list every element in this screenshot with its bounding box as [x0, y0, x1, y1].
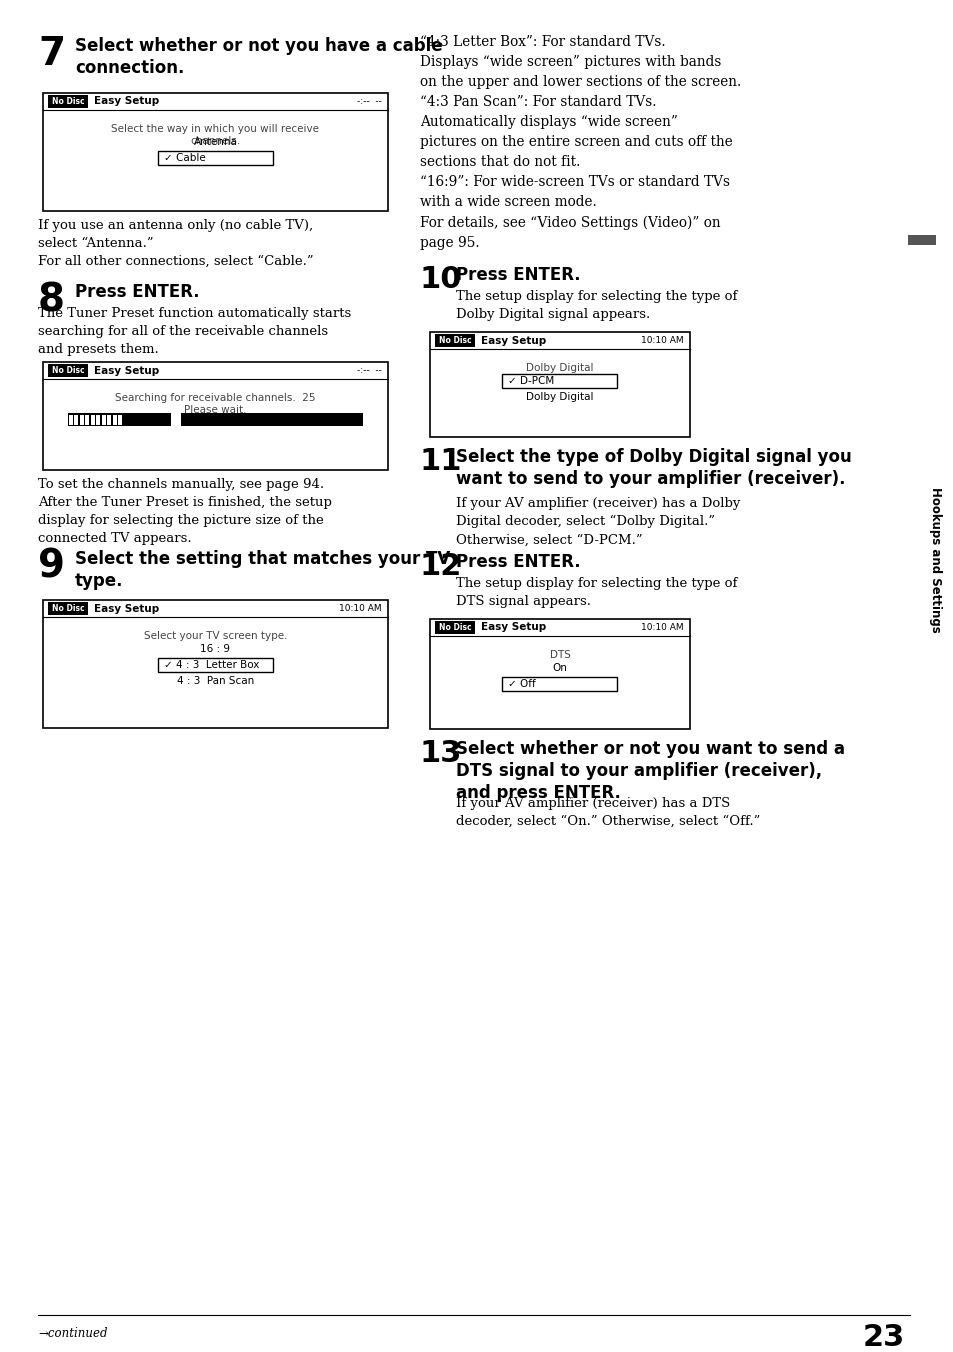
Bar — [435, 621, 475, 634]
Bar — [430, 333, 689, 437]
Text: Dolby Digital: Dolby Digital — [526, 362, 593, 373]
Bar — [112, 415, 117, 425]
Bar — [907, 235, 935, 245]
Bar — [102, 415, 106, 425]
Text: ✓ Cable: ✓ Cable — [164, 153, 206, 164]
Text: 7: 7 — [38, 35, 65, 73]
Bar — [91, 415, 95, 425]
Bar — [502, 375, 617, 388]
Text: If you use an antenna only (no cable TV),
select “Antenna.”
For all other connec: If you use an antenna only (no cable TV)… — [38, 219, 314, 268]
Bar — [48, 95, 88, 108]
Text: The setup display for selecting the type of
Dolby Digital signal appears.: The setup display for selecting the type… — [456, 289, 737, 320]
Text: 10: 10 — [419, 265, 462, 293]
Text: 23: 23 — [862, 1324, 904, 1352]
Text: If your AV amplifier (receiver) has a DTS
decoder, select “On.” Otherwise, selec: If your AV amplifier (receiver) has a DT… — [456, 796, 760, 827]
Text: 11: 11 — [419, 448, 462, 476]
Bar — [158, 151, 273, 165]
Bar — [74, 415, 78, 425]
Text: “4:3 Letter Box”: For standard TVs.
Displays “wide screen” pictures with bands
o: “4:3 Letter Box”: For standard TVs. Disp… — [419, 35, 740, 250]
Bar — [48, 602, 88, 615]
Bar — [435, 334, 475, 347]
Bar — [96, 415, 100, 425]
Text: Easy Setup: Easy Setup — [480, 622, 546, 633]
Bar — [80, 415, 84, 425]
Text: ✓ 4 : 3  Letter Box: ✓ 4 : 3 Letter Box — [164, 660, 259, 671]
Text: Select the setting that matches your TV
type.: Select the setting that matches your TV … — [75, 550, 450, 591]
Text: Press ENTER.: Press ENTER. — [75, 283, 199, 301]
Text: No Disc: No Disc — [438, 623, 471, 631]
Text: Press ENTER.: Press ENTER. — [456, 266, 580, 284]
Text: Select the way in which you will receive
channels.: Select the way in which you will receive… — [112, 124, 319, 146]
Bar — [43, 600, 388, 727]
Bar — [430, 619, 689, 729]
Text: -:--  --: -:-- -- — [356, 366, 381, 375]
Bar — [86, 415, 90, 425]
Bar — [48, 364, 88, 377]
Bar — [43, 362, 388, 470]
Text: Hookups and Settings: Hookups and Settings — [928, 487, 942, 633]
Text: Select your TV screen type.: Select your TV screen type. — [144, 631, 287, 641]
Text: 4 : 3  Pan Scan: 4 : 3 Pan Scan — [176, 676, 253, 685]
Text: Dolby Digital: Dolby Digital — [526, 392, 593, 402]
Bar — [69, 415, 73, 425]
Text: 12: 12 — [419, 552, 462, 581]
Text: No Disc: No Disc — [51, 604, 84, 612]
Text: To set the channels manually, see page 94.
After the Tuner Preset is finished, t: To set the channels manually, see page 9… — [38, 479, 332, 545]
Text: Easy Setup: Easy Setup — [480, 335, 546, 346]
Bar — [43, 93, 388, 211]
Text: 10:10 AM: 10:10 AM — [339, 604, 381, 612]
Bar — [172, 412, 181, 426]
Text: On: On — [552, 662, 567, 673]
Text: 10:10 AM: 10:10 AM — [640, 623, 683, 631]
Text: Easy Setup: Easy Setup — [94, 365, 159, 376]
Text: If your AV amplifier (receiver) has a Dolby
Digital decoder, select “Dolby Digit: If your AV amplifier (receiver) has a Do… — [456, 498, 740, 546]
Text: -:--  --: -:-- -- — [356, 97, 381, 105]
Bar — [108, 415, 112, 425]
Text: Searching for receivable channels.  25
Please wait.: Searching for receivable channels. 25 Pl… — [115, 393, 315, 415]
Text: No Disc: No Disc — [51, 97, 84, 105]
Text: No Disc: No Disc — [51, 366, 84, 375]
Text: 9: 9 — [38, 548, 65, 585]
Text: Press ENTER.: Press ENTER. — [456, 553, 580, 571]
Text: 16 : 9: 16 : 9 — [200, 644, 231, 654]
Text: The setup display for selecting the type of
DTS signal appears.: The setup display for selecting the type… — [456, 577, 737, 608]
Text: ✓ Off: ✓ Off — [508, 679, 536, 690]
Text: DTS: DTS — [549, 650, 570, 660]
Text: Easy Setup: Easy Setup — [94, 96, 159, 107]
Text: 13: 13 — [419, 740, 462, 768]
Text: ✓ D-PCM: ✓ D-PCM — [508, 376, 554, 387]
Text: 8: 8 — [38, 281, 65, 319]
Bar — [158, 658, 273, 672]
Bar — [502, 677, 617, 691]
Text: Easy Setup: Easy Setup — [94, 603, 159, 614]
Text: Antenna: Antenna — [193, 137, 237, 147]
Text: Select the type of Dolby Digital signal you
want to send to your amplifier (rece: Select the type of Dolby Digital signal … — [456, 448, 851, 488]
Text: Select whether or not you have a cable
connection.: Select whether or not you have a cable c… — [75, 37, 442, 77]
Text: 10:10 AM: 10:10 AM — [640, 337, 683, 345]
Text: →continued: →continued — [38, 1328, 108, 1340]
Text: The Tuner Preset function automatically starts
searching for all of the receivab: The Tuner Preset function automatically … — [38, 307, 351, 356]
Bar — [68, 412, 363, 426]
Text: No Disc: No Disc — [438, 337, 471, 345]
Text: Select whether or not you want to send a
DTS signal to your amplifier (receiver): Select whether or not you want to send a… — [456, 740, 844, 802]
Bar — [118, 415, 122, 425]
